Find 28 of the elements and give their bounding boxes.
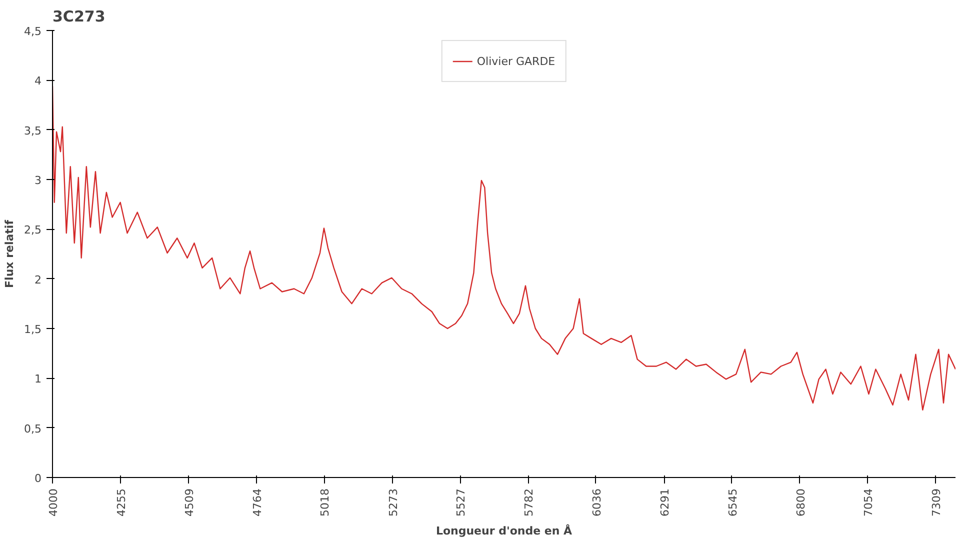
y-tick-label: 2	[34, 273, 42, 286]
x-axis-title: Longueur d'onde en Å	[436, 523, 573, 538]
chart-title: 3C273	[52, 8, 106, 26]
x-tick-label: 5273	[386, 488, 400, 516]
y-tick-label: 1	[34, 372, 42, 386]
y-tick-label: 0	[34, 472, 42, 485]
x-tick-label: 4509	[182, 488, 196, 516]
legend-label: Olivier GARDE	[476, 54, 556, 68]
x-tick-label: 7054	[862, 488, 876, 516]
y-tick-label: 3,5	[24, 124, 42, 138]
x-tick-label: 5782	[522, 488, 536, 516]
x-tick-label: 7309	[930, 488, 944, 516]
x-tick-label: 5527	[454, 488, 468, 516]
y-axis-title: Flux relatif	[3, 220, 16, 288]
x-tick-label: 6291	[658, 488, 672, 516]
x-tick-label: 6545	[726, 488, 740, 516]
x-tick-label: 6036	[590, 488, 604, 516]
y-tick-label: 2,5	[24, 224, 42, 237]
x-tick-label: 6800	[794, 488, 808, 516]
y-tick-label: 3	[34, 174, 42, 187]
x-tick-label: 4000	[47, 488, 60, 516]
x-tick-label: 4764	[250, 488, 264, 516]
y-tick-label: 1,5	[24, 323, 42, 336]
y-tick-label: 4	[34, 74, 42, 88]
y-tick-label: 4,5	[24, 25, 42, 38]
x-tick-label: 5018	[318, 488, 332, 516]
y-tick-label: 0,5	[24, 422, 42, 436]
x-tick-label: 4255	[115, 488, 128, 516]
